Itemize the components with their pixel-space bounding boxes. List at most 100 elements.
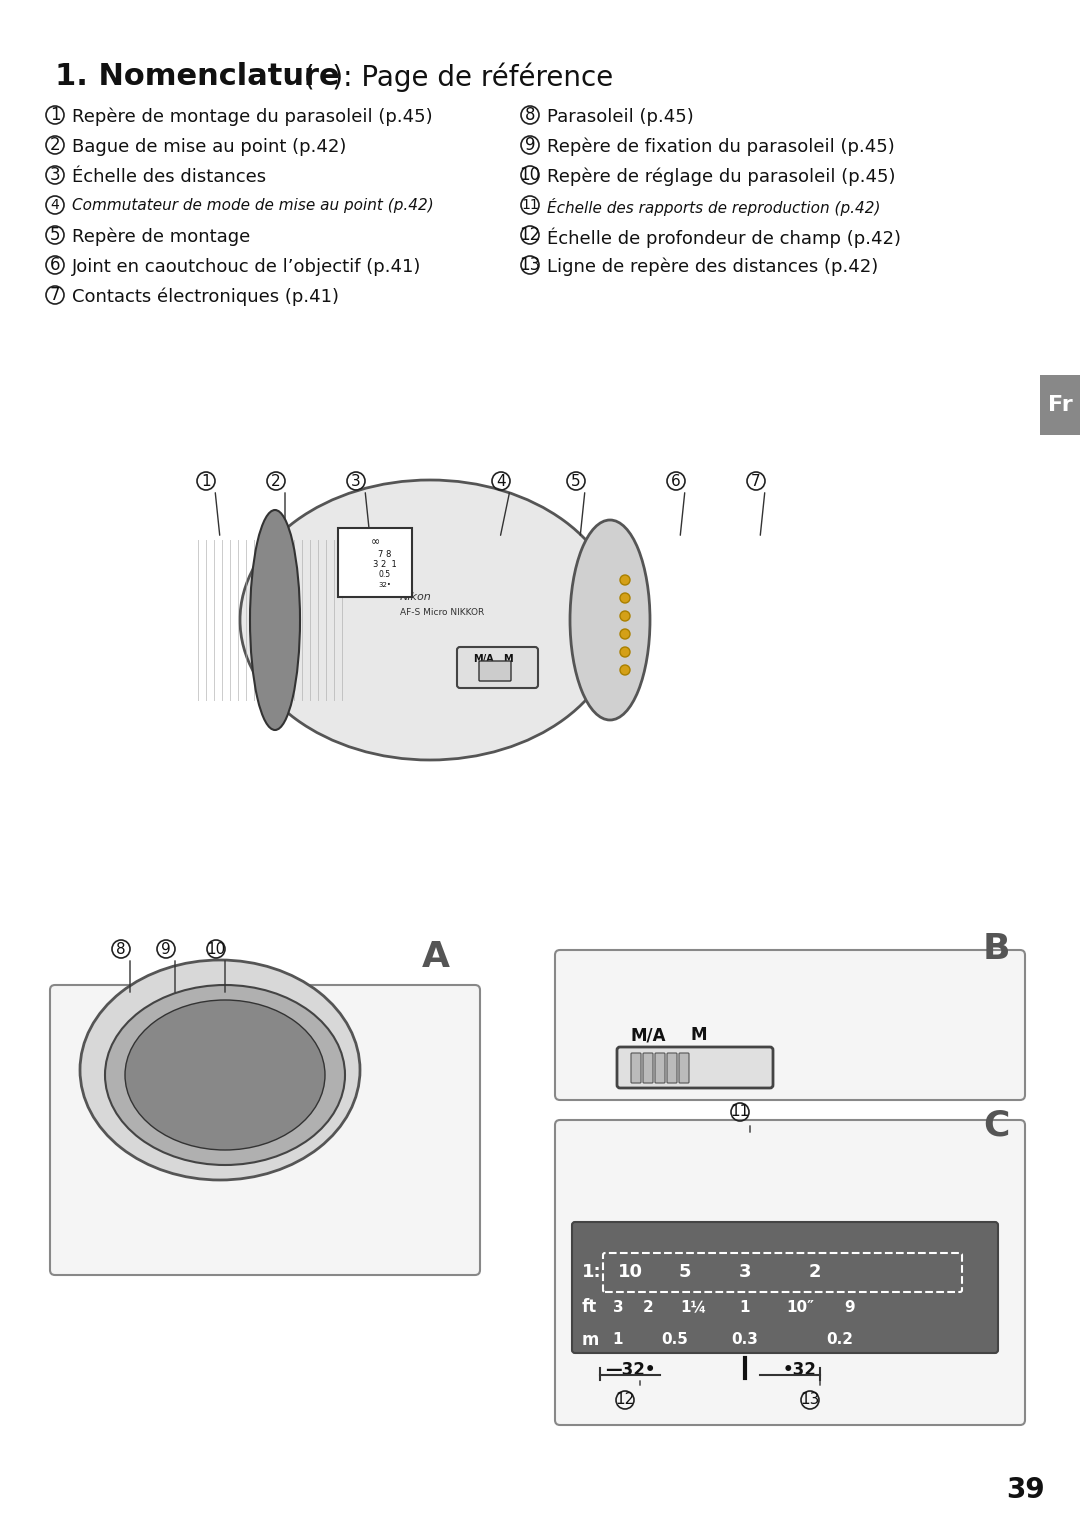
Text: Repère de réglage du parasoleil (p.45): Repère de réglage du parasoleil (p.45) xyxy=(546,167,895,187)
Text: 10: 10 xyxy=(519,166,541,184)
Text: 1: 1 xyxy=(201,473,211,489)
Text: 3 2  1: 3 2 1 xyxy=(373,560,396,569)
Text: 4: 4 xyxy=(51,198,59,212)
FancyBboxPatch shape xyxy=(555,950,1025,1100)
FancyBboxPatch shape xyxy=(643,1053,653,1084)
Circle shape xyxy=(620,575,630,584)
Ellipse shape xyxy=(240,479,620,759)
Text: 7: 7 xyxy=(50,286,60,304)
Text: 12: 12 xyxy=(519,225,541,244)
FancyBboxPatch shape xyxy=(555,1120,1025,1425)
Text: —32•: —32• xyxy=(605,1361,656,1379)
Text: 3: 3 xyxy=(50,166,60,184)
Text: 1: 1 xyxy=(612,1332,623,1347)
Text: 11: 11 xyxy=(730,1105,750,1120)
FancyBboxPatch shape xyxy=(679,1053,689,1084)
Text: C: C xyxy=(984,1108,1010,1142)
Text: M: M xyxy=(690,1026,706,1044)
FancyBboxPatch shape xyxy=(667,1053,677,1084)
Text: Nikon: Nikon xyxy=(400,592,432,603)
Circle shape xyxy=(620,665,630,674)
Text: Repère de fixation du parasoleil (p.45): Repère de fixation du parasoleil (p.45) xyxy=(546,139,894,157)
FancyBboxPatch shape xyxy=(617,1047,773,1088)
Ellipse shape xyxy=(105,985,345,1164)
Text: 6: 6 xyxy=(50,256,60,274)
Text: 39: 39 xyxy=(1005,1476,1044,1504)
Text: AF-S Micro NIKKOR: AF-S Micro NIKKOR xyxy=(400,607,484,616)
Text: Repère de montage: Repère de montage xyxy=(72,228,251,247)
Text: M/A: M/A xyxy=(630,1026,665,1044)
Text: 8: 8 xyxy=(525,107,536,123)
Text: 5: 5 xyxy=(678,1263,691,1282)
Text: M/A: M/A xyxy=(473,654,494,664)
Ellipse shape xyxy=(570,521,650,720)
Circle shape xyxy=(620,594,630,603)
Text: 10: 10 xyxy=(206,942,226,956)
Text: 1: 1 xyxy=(740,1300,751,1315)
Ellipse shape xyxy=(125,1000,325,1151)
Text: 12: 12 xyxy=(616,1393,635,1408)
FancyBboxPatch shape xyxy=(457,647,538,688)
Text: •32: •32 xyxy=(783,1361,816,1379)
Text: Fr: Fr xyxy=(1048,396,1072,416)
Text: 7 8: 7 8 xyxy=(378,549,392,559)
Text: 2: 2 xyxy=(643,1300,653,1315)
Text: Commutateur de mode de mise au point (p.42): Commutateur de mode de mise au point (p.… xyxy=(72,198,434,213)
Text: 9: 9 xyxy=(845,1300,855,1315)
Text: 1. Nomenclature: 1. Nomenclature xyxy=(55,62,339,91)
Text: 1¼: 1¼ xyxy=(679,1300,706,1315)
FancyBboxPatch shape xyxy=(480,661,511,680)
Text: Échelle de profondeur de champ (p.42): Échelle de profondeur de champ (p.42) xyxy=(546,228,901,248)
Text: 2: 2 xyxy=(50,135,60,154)
Text: 3: 3 xyxy=(739,1263,752,1282)
Text: 10: 10 xyxy=(618,1263,643,1282)
Text: 1:: 1: xyxy=(582,1263,602,1282)
Text: 11: 11 xyxy=(522,198,539,212)
Ellipse shape xyxy=(249,510,300,731)
Text: 9: 9 xyxy=(161,942,171,956)
Circle shape xyxy=(620,647,630,658)
Text: B: B xyxy=(983,931,1010,966)
Text: A: A xyxy=(422,941,450,974)
Text: 10″: 10″ xyxy=(786,1300,814,1315)
Text: 5: 5 xyxy=(571,473,581,489)
Ellipse shape xyxy=(80,960,360,1180)
Text: M: M xyxy=(503,654,513,664)
Text: 0.3: 0.3 xyxy=(731,1332,758,1347)
Text: Parasoleil (p.45): Parasoleil (p.45) xyxy=(546,108,693,126)
Text: 32•: 32• xyxy=(379,581,391,587)
Text: m: m xyxy=(582,1332,599,1348)
Text: 0.5: 0.5 xyxy=(379,571,391,578)
Circle shape xyxy=(620,610,630,621)
Text: 9: 9 xyxy=(525,135,536,154)
FancyBboxPatch shape xyxy=(1040,374,1080,435)
Text: Échelle des rapports de reproduction (p.42): Échelle des rapports de reproduction (p.… xyxy=(546,198,880,216)
Text: 13: 13 xyxy=(519,256,541,274)
Text: 13: 13 xyxy=(800,1393,820,1408)
Text: 1: 1 xyxy=(50,107,60,123)
Text: 7: 7 xyxy=(752,473,760,489)
Text: Ligne de repère des distances (p.42): Ligne de repère des distances (p.42) xyxy=(546,259,878,277)
Text: 2: 2 xyxy=(809,1263,821,1282)
Text: 3: 3 xyxy=(351,473,361,489)
Text: 6: 6 xyxy=(671,473,680,489)
Circle shape xyxy=(620,629,630,639)
Text: 8: 8 xyxy=(117,942,125,956)
Text: Contacts électroniques (p.41): Contacts électroniques (p.41) xyxy=(72,288,339,306)
Text: ft: ft xyxy=(582,1298,597,1317)
Text: 5: 5 xyxy=(50,225,60,244)
Text: 2: 2 xyxy=(271,473,281,489)
Text: Échelle des distances: Échelle des distances xyxy=(72,167,266,186)
FancyBboxPatch shape xyxy=(338,528,411,597)
Text: 4: 4 xyxy=(496,473,505,489)
Text: 3: 3 xyxy=(612,1300,623,1315)
FancyBboxPatch shape xyxy=(631,1053,642,1084)
FancyBboxPatch shape xyxy=(654,1053,665,1084)
Text: ∞: ∞ xyxy=(370,537,380,546)
Text: (  ): Page de référence: ( ): Page de référence xyxy=(295,62,613,91)
Text: 0.5: 0.5 xyxy=(662,1332,688,1347)
Text: 0.2: 0.2 xyxy=(826,1332,853,1347)
FancyBboxPatch shape xyxy=(50,985,480,1275)
Text: Bague de mise au point (p.42): Bague de mise au point (p.42) xyxy=(72,139,347,155)
FancyBboxPatch shape xyxy=(572,1222,998,1353)
